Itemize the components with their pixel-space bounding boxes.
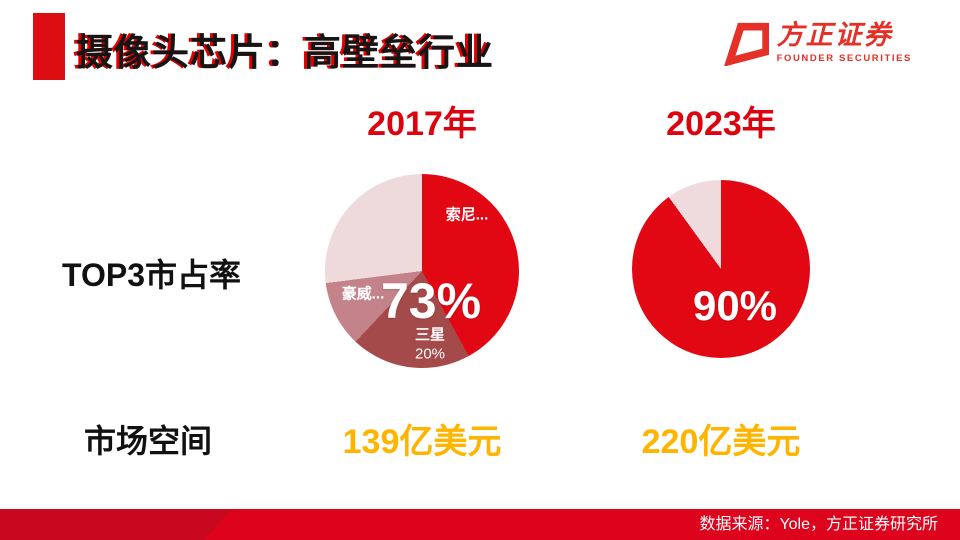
footer-bar: 数据来源：Yole，方正证券研究所: [0, 509, 960, 540]
pie-chart-2023: 90%: [632, 180, 810, 358]
pie-slice-label-samsung: 三星 20%: [415, 324, 445, 363]
pie-slice-label-sony: 索尼...: [445, 206, 489, 224]
pie-chart-2017: 索尼... 豪威... 三星 20% 73%: [325, 174, 519, 368]
samsung-percent: 20%: [414, 345, 446, 363]
founder-securities-logo: 方正证券 FOUNDER SECURITIES: [723, 20, 912, 67]
logo-en-label: FOUNDER SECURITIES: [776, 53, 912, 64]
samsung-name: 三星: [414, 326, 445, 344]
logo-text: 方正证券 FOUNDER SECURITIES: [777, 20, 912, 64]
row-label-top3-share: TOP3市占率: [62, 257, 242, 293]
market-value-2023: 220亿美元: [641, 423, 801, 461]
data-source-note: 数据来源：Yole，方正证券研究所: [699, 516, 938, 533]
market-value-2017: 139亿美元: [342, 423, 502, 461]
row-label-market-size: 市场空间: [84, 423, 213, 459]
logo-cn-label: 方正证券: [776, 20, 893, 50]
founder-securities-logo-icon: [723, 20, 770, 67]
pie-2023-center-value: 90%: [692, 282, 778, 329]
page-title: 摄像头芯片：高壁垒行业: [76, 32, 494, 73]
column-header-2017: 2017年: [367, 105, 477, 143]
footer-diagonal-highlight: [204, 509, 960, 540]
pie-2017-center-value: 73%: [380, 273, 482, 329]
title-accent-bar: [33, 13, 65, 80]
column-header-2023: 2023年: [666, 105, 776, 143]
pie-slice-label-omnivision: 豪威...: [341, 285, 385, 303]
